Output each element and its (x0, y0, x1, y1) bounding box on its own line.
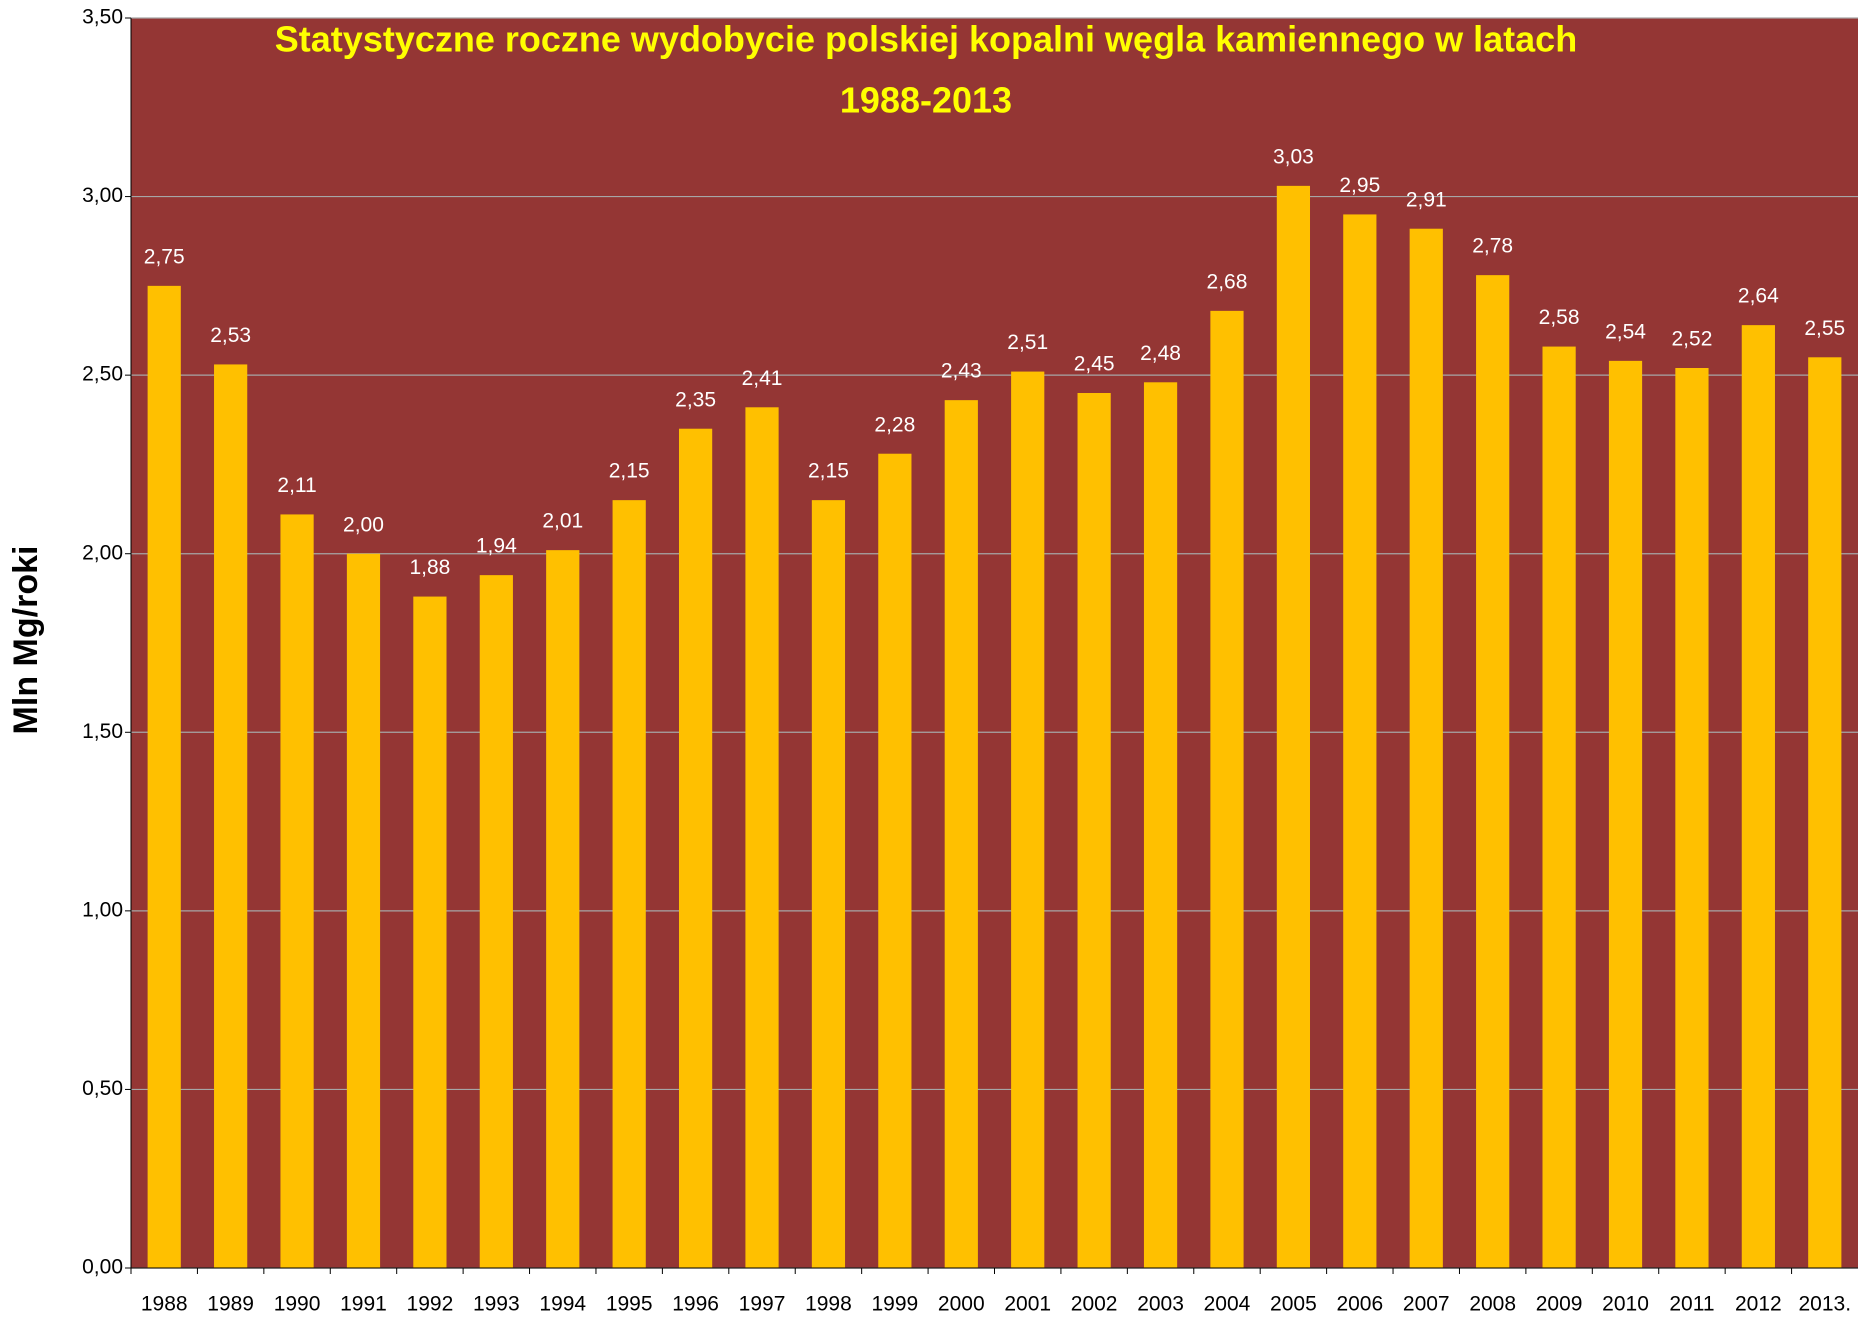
x-tick-label: 1995 (606, 1293, 653, 1316)
bar (944, 400, 978, 1269)
data-label: 2,53 (210, 324, 251, 347)
x-tick-label: 1998 (805, 1293, 852, 1316)
x-tick-label: 2002 (1071, 1293, 1118, 1316)
data-label: 2,35 (675, 388, 716, 411)
x-tick-label: 2000 (938, 1293, 985, 1316)
data-label: 2,55 (1804, 317, 1845, 340)
bar (479, 575, 513, 1268)
bar (1011, 371, 1045, 1269)
data-label: 2,91 (1406, 188, 1447, 211)
data-label: 2,45 (1074, 353, 1115, 376)
data-label: 2,75 (144, 245, 185, 268)
data-label: 1,94 (476, 535, 517, 558)
data-label: 2,15 (808, 460, 849, 483)
x-tick-label: 1990 (274, 1293, 321, 1316)
x-tick-label: 1988 (141, 1293, 188, 1316)
bar (1143, 382, 1178, 1268)
x-tick-label: 1993 (473, 1293, 520, 1316)
y-tick-label: 0,00 (82, 1256, 123, 1279)
bar (1210, 310, 1244, 1268)
bar (1608, 360, 1643, 1268)
x-tick-label: 2006 (1336, 1293, 1383, 1316)
x-tick-label: 2004 (1204, 1293, 1251, 1316)
data-label: 2,95 (1339, 174, 1380, 197)
x-tick-label: 1994 (539, 1293, 586, 1316)
x-tick-label: 1992 (407, 1293, 454, 1316)
x-tick-label: 2005 (1270, 1293, 1317, 1316)
bar (1808, 357, 1842, 1268)
x-tick-label: 2003 (1137, 1293, 1184, 1316)
x-tick-label: 1997 (739, 1293, 786, 1316)
bar (413, 596, 447, 1268)
bar (1343, 214, 1377, 1268)
bar (1741, 325, 1775, 1269)
bar (280, 514, 314, 1268)
x-tick-label: 1996 (672, 1293, 719, 1316)
x-tick-label: 2009 (1536, 1293, 1583, 1316)
data-label: 3,03 (1273, 145, 1314, 168)
data-label: 2,52 (1672, 328, 1713, 351)
bar (1675, 368, 1709, 1268)
data-label: 2,11 (277, 474, 316, 497)
data-label: 2,00 (343, 513, 384, 536)
data-label: 2,41 (742, 367, 783, 390)
data-label: 2,48 (1140, 342, 1181, 365)
y-tick-label: 2,50 (82, 363, 123, 386)
data-label: 2,78 (1472, 235, 1513, 258)
bar (678, 428, 713, 1268)
x-tick-label: 1991 (340, 1293, 387, 1316)
data-label: 2,01 (542, 510, 583, 533)
x-tick-label: 2012 (1735, 1293, 1782, 1316)
bar (1276, 185, 1311, 1268)
chart-title: 1988-2013 (840, 80, 1012, 121)
x-tick-label: 2001 (1004, 1293, 1051, 1316)
bar (745, 407, 779, 1268)
bar (214, 364, 248, 1268)
x-tick-label: 2007 (1403, 1293, 1450, 1316)
x-tick-label: 1999 (872, 1293, 919, 1316)
data-label: 2,15 (609, 460, 650, 483)
bar (811, 500, 846, 1269)
data-label: 2,43 (941, 360, 982, 383)
data-label: 2,58 (1539, 306, 1580, 329)
bar (1476, 275, 1510, 1269)
x-tick-label: 2010 (1602, 1293, 1649, 1316)
bar (546, 550, 580, 1268)
data-label: 2,51 (1007, 331, 1048, 354)
y-tick-label: 3,00 (82, 184, 123, 207)
bar (612, 500, 646, 1269)
chart-title: Statystyczne roczne wydobycie polskiej k… (275, 19, 1577, 60)
x-tick-label: 2011 (1669, 1293, 1714, 1316)
bar (878, 453, 912, 1268)
x-tick-label: 2008 (1469, 1293, 1516, 1316)
bar (346, 553, 381, 1268)
data-label: 2,64 (1738, 285, 1779, 308)
data-label: 2,54 (1605, 320, 1646, 343)
x-tick-label: 1989 (207, 1293, 254, 1316)
y-tick-label: 1,00 (82, 898, 123, 921)
y-tick-label: 0,50 (82, 1077, 123, 1100)
y-tick-label: 2,00 (82, 541, 123, 564)
bar (147, 285, 181, 1268)
plot-area (131, 18, 1858, 1268)
bar (1542, 346, 1576, 1269)
data-label: 2,28 (874, 413, 915, 436)
x-tick-label: 2013. (1799, 1293, 1852, 1316)
y-tick-label: 1,50 (82, 720, 123, 743)
data-label: 1,88 (409, 556, 450, 579)
y-tick-label: 3,50 (82, 6, 123, 29)
bar (1077, 393, 1111, 1268)
y-axis-label: Mln Mg/roki (7, 546, 45, 735)
bar (1409, 228, 1443, 1269)
data-label: 2,68 (1207, 270, 1248, 293)
